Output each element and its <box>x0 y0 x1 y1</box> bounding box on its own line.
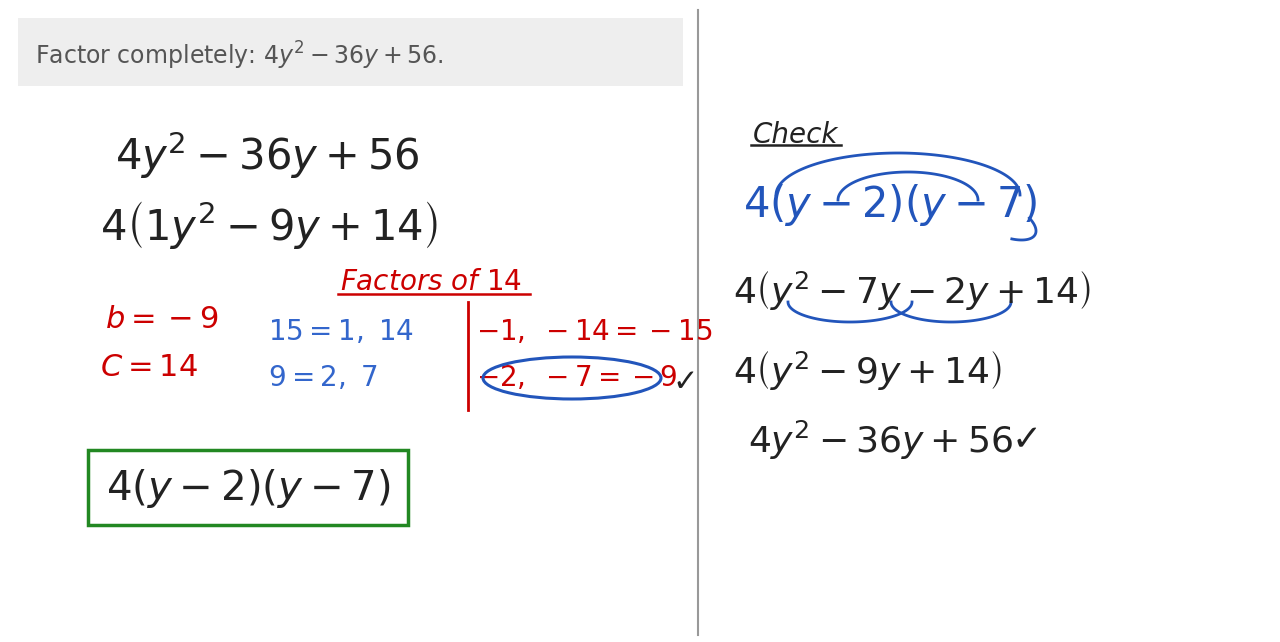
Text: $15 = 1,\ 14$: $15 = 1,\ 14$ <box>268 318 413 346</box>
FancyBboxPatch shape <box>18 18 684 86</box>
FancyBboxPatch shape <box>88 450 408 525</box>
Text: $4\left(y^2 - 9y + 14\right)$: $4\left(y^2 - 9y + 14\right)$ <box>733 348 1002 392</box>
Text: Factors of $14$: Factors of $14$ <box>340 268 522 296</box>
Text: $9 = 2,\ 7$: $9 = 2,\ 7$ <box>268 364 378 392</box>
Text: $b = -9$: $b = -9$ <box>105 306 219 334</box>
Text: $\checkmark$: $\checkmark$ <box>1011 421 1037 455</box>
Text: Factor completely: $4y^2 - 36y + 56$.: Factor completely: $4y^2 - 36y + 56$. <box>35 40 444 72</box>
Text: $\checkmark$: $\checkmark$ <box>672 365 694 394</box>
Text: $4\left(y - 2\right)\left(y - 7\right)$: $4\left(y - 2\right)\left(y - 7\right)$ <box>106 467 390 510</box>
Text: $-2,\ -7 = -9$: $-2,\ -7 = -9$ <box>476 364 677 392</box>
Text: $4y^2 - 36y + 56$: $4y^2 - 36y + 56$ <box>115 129 420 181</box>
Text: $4\left(y^2 - 7y - 2y + 14\right)$: $4\left(y^2 - 7y - 2y + 14\right)$ <box>733 268 1091 312</box>
Text: Check: Check <box>753 121 838 149</box>
Text: $C = 14$: $C = 14$ <box>100 354 198 383</box>
Text: $4\left(y - 2\right)\left(y - 7\right)$: $4\left(y - 2\right)\left(y - 7\right)$ <box>742 182 1037 228</box>
Text: $4\left(1y^2 - 9y +14\right)$: $4\left(1y^2 - 9y +14\right)$ <box>100 199 438 251</box>
Text: $4y^2 - 36y + 56$: $4y^2 - 36y + 56$ <box>748 419 1012 462</box>
Text: $-1,\ -14 = -15$: $-1,\ -14 = -15$ <box>476 318 713 346</box>
